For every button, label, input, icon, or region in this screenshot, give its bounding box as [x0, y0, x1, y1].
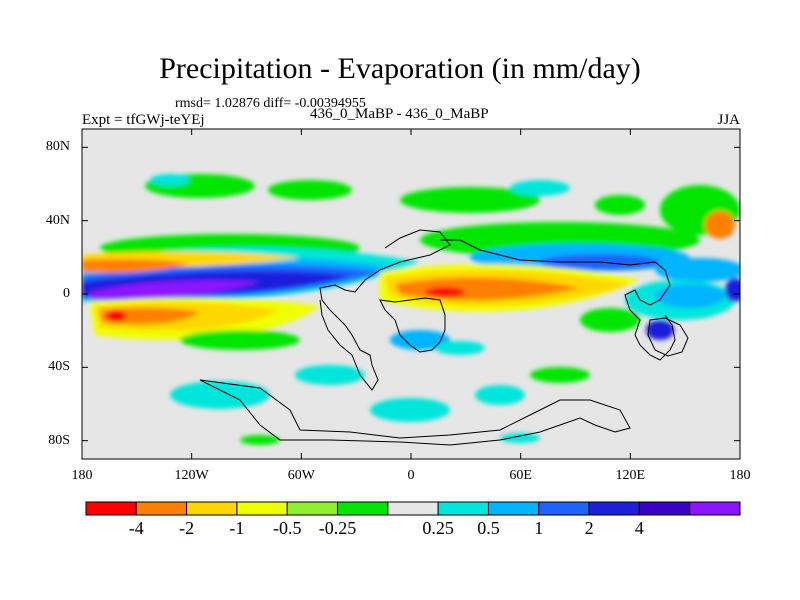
- field-patch: [90, 280, 260, 300]
- y-tick-label: 80N: [45, 139, 70, 155]
- field-patch: [268, 180, 352, 200]
- field-patch: [705, 211, 735, 239]
- x-tick-label: 120W: [174, 468, 209, 483]
- y-tick-label: 0: [63, 286, 70, 301]
- field-patch: [400, 187, 540, 213]
- colorbar-swatch: [538, 501, 590, 516]
- field-patch: [170, 381, 270, 409]
- coastline-eurasia: [440, 239, 676, 361]
- y-tick-label: 40N: [45, 212, 70, 228]
- y-tick-label: 80S: [48, 432, 70, 448]
- chart-title: Precipitation - Evaporation (in mm/day): [159, 52, 641, 85]
- field-patch: [150, 174, 190, 186]
- colorbar-label: -0.25: [318, 518, 357, 538]
- field-patch: [725, 278, 740, 302]
- field-patch: [180, 330, 300, 350]
- colorbar-label: 0.25: [422, 518, 454, 538]
- field-patch: [595, 195, 645, 215]
- colorbar-label: -4: [128, 518, 144, 538]
- x-tick-label: 0: [407, 468, 415, 483]
- field-patch: [646, 320, 674, 340]
- colorbar-swatch: [85, 501, 137, 516]
- x-tick-label: 60W: [287, 468, 315, 483]
- field-patch: [425, 287, 465, 297]
- field-patch: [580, 308, 640, 332]
- colorbar-label: 0.5: [477, 518, 500, 538]
- colorbar-swatch: [437, 501, 489, 516]
- y-tick-label: 40S: [48, 359, 70, 375]
- colorbar-label: -1: [229, 518, 245, 538]
- field-patch: [435, 341, 485, 355]
- colorbar-swatch: [689, 501, 741, 516]
- coastline-antarctica: [199, 379, 631, 446]
- field-patch: [500, 433, 540, 443]
- axis-ticks: [81, 129, 741, 459]
- colorbar-swatch: [337, 501, 389, 516]
- colorbar-swatch: [286, 501, 339, 516]
- field-patch: [82, 259, 190, 273]
- colorbar-swatch: [236, 501, 288, 516]
- field-patch: [530, 367, 590, 383]
- colorbar-label: -0.5: [272, 518, 302, 538]
- colorbar: [85, 501, 741, 516]
- field-patch: [295, 365, 365, 385]
- x-tick-label: 120E: [615, 468, 646, 483]
- coastline-australia: [647, 317, 689, 357]
- field-patch: [510, 180, 570, 196]
- colorbar-swatch: [638, 501, 691, 516]
- season-label: JJA: [717, 112, 740, 128]
- x-tick-label: 180: [71, 468, 93, 483]
- field-patch: [370, 398, 450, 422]
- field-patch: [655, 258, 740, 282]
- coastlines: [199, 229, 689, 446]
- colorbar-swatch: [387, 501, 439, 516]
- field-layer: [82, 174, 740, 445]
- field-patch: [100, 307, 200, 325]
- colorbar-label: 4: [634, 518, 644, 538]
- colorbar-label: 2: [584, 518, 594, 538]
- colorbar-label: -2: [179, 518, 195, 538]
- colorbar-swatch: [487, 501, 540, 516]
- stats-label: rmsd= 1.02876 diff= -0.00394955: [175, 96, 366, 111]
- field-patch: [240, 435, 280, 445]
- coastline-americas: [319, 229, 451, 391]
- field-patch: [655, 284, 725, 308]
- colorbar-label: 1: [534, 518, 544, 538]
- field-patch: [475, 385, 525, 405]
- coastline-africa: [379, 297, 446, 353]
- x-tick-label: 60E: [509, 468, 532, 483]
- field-patch: [106, 310, 126, 322]
- colorbar-swatch: [588, 501, 640, 516]
- expt-label: Expt = tfGWj-teYEj: [82, 112, 205, 128]
- field-patch: [390, 330, 450, 350]
- colorbar-swatch: [186, 501, 238, 516]
- x-tick-label: 180: [729, 468, 751, 483]
- colorbar-swatch: [135, 501, 188, 516]
- experiment-subtitle: 436_0_MaBP - 436_0_MaBP: [310, 106, 489, 122]
